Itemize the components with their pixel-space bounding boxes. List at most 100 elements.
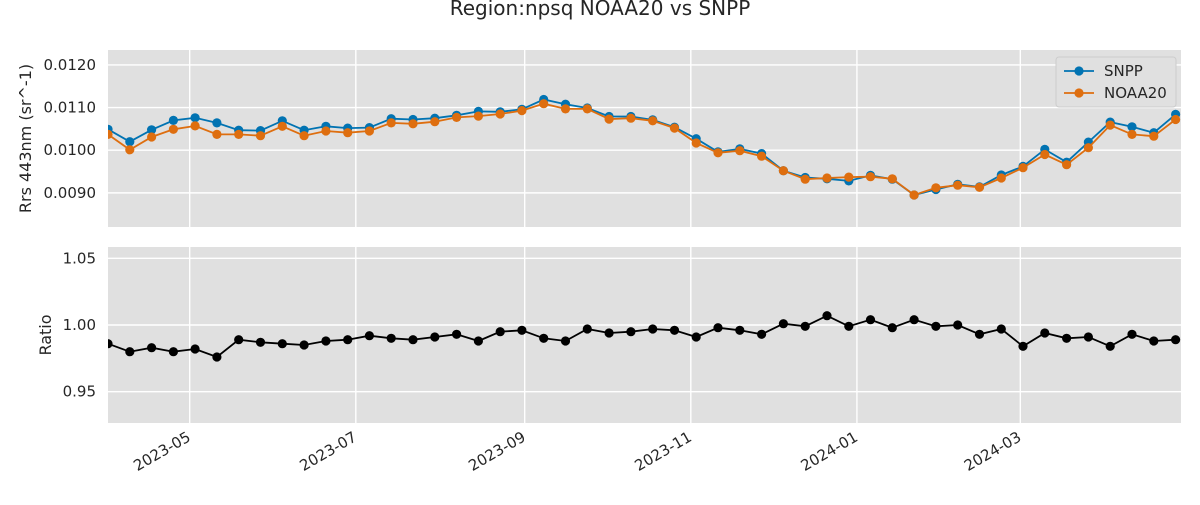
chart-title: Region:npsq NOAA20 vs SNPP	[450, 0, 751, 20]
y-tick-label: 0.0110	[44, 99, 97, 117]
data-point	[887, 323, 897, 333]
data-point	[255, 337, 266, 347]
data-point	[147, 132, 157, 142]
data-point	[190, 113, 200, 123]
legend: SNPP NOAA20	[1055, 56, 1177, 108]
series-group	[108, 311, 1181, 362]
data-point	[626, 327, 636, 337]
data-point	[909, 190, 919, 200]
data-point	[974, 182, 985, 192]
data-point	[299, 131, 309, 141]
data-point	[168, 347, 178, 357]
data-point	[539, 333, 549, 343]
data-point	[669, 325, 680, 335]
data-point	[844, 172, 854, 182]
data-point	[865, 172, 876, 182]
data-point	[1083, 143, 1093, 153]
data-point	[430, 332, 440, 342]
data-point	[582, 324, 592, 334]
y-tick-label: 1.05	[63, 249, 96, 267]
x-tick-label: 2024-01	[798, 428, 861, 475]
data-point	[887, 174, 897, 184]
data-point	[757, 329, 767, 339]
data-point	[234, 129, 244, 139]
data-point	[1149, 336, 1159, 346]
data-point	[234, 335, 244, 345]
data-point	[168, 124, 178, 134]
data-point	[212, 352, 222, 362]
plot-background	[108, 50, 1181, 227]
rrs-panel: 0.0090 0.0100 0.0110 0.0120 Rrs 443nm (sr^-1…	[16, 50, 1181, 227]
data-point	[125, 137, 135, 147]
y-tick-label: 0.0100	[44, 141, 97, 159]
data-point	[168, 115, 178, 125]
data-point	[713, 323, 723, 333]
data-point	[452, 329, 462, 339]
x-tick-label: 2023-07	[297, 428, 360, 475]
y-tick-label: 0.0090	[44, 184, 97, 202]
data-point	[757, 151, 767, 161]
data-point	[735, 325, 745, 335]
data-point	[735, 146, 745, 156]
data-point	[452, 112, 462, 122]
data-point	[108, 339, 113, 349]
data-point	[1062, 333, 1072, 343]
data-point	[190, 121, 200, 131]
data-point	[277, 121, 287, 131]
data-point	[255, 131, 266, 141]
legend-marker	[1074, 66, 1084, 76]
y-tick-label: 1.00	[63, 316, 96, 334]
y-tick-label: 0.95	[63, 383, 96, 401]
plot-background	[108, 247, 1181, 423]
data-point	[669, 123, 680, 133]
data-point	[931, 183, 941, 193]
data-point	[953, 180, 963, 190]
data-point	[996, 324, 1006, 334]
data-point	[1018, 163, 1028, 173]
data-point	[539, 99, 549, 109]
data-point	[125, 347, 135, 357]
data-point	[844, 321, 854, 331]
data-point	[713, 148, 723, 158]
data-point	[822, 311, 832, 321]
data-point	[604, 328, 614, 338]
data-point	[582, 104, 592, 114]
data-point	[364, 126, 374, 136]
x-tick-label: 2023-11	[632, 428, 695, 475]
legend-marker	[1074, 88, 1084, 98]
data-point	[473, 336, 483, 346]
data-point	[190, 344, 200, 354]
data-point	[495, 327, 505, 337]
data-point	[1149, 131, 1159, 141]
data-point	[691, 332, 701, 342]
data-point	[299, 340, 309, 350]
data-point	[495, 109, 505, 119]
data-point	[321, 126, 331, 136]
data-point	[1171, 114, 1181, 125]
data-point	[800, 174, 810, 184]
data-point	[778, 319, 789, 329]
data-point	[212, 129, 222, 139]
data-point	[277, 339, 287, 349]
data-point	[473, 111, 483, 121]
data-point	[822, 173, 832, 183]
data-point	[996, 173, 1006, 183]
data-point	[386, 333, 396, 343]
data-point	[604, 114, 614, 124]
data-point	[974, 329, 985, 339]
data-point	[931, 321, 941, 331]
data-point	[517, 325, 527, 335]
data-point	[560, 336, 571, 346]
data-point	[147, 343, 157, 353]
data-point	[560, 104, 571, 114]
y-tick-label: 0.0120	[44, 56, 97, 74]
data-point	[1127, 129, 1137, 139]
data-point	[1040, 149, 1050, 160]
ratio-panel: 0.95 1.00 1.05 Ratio	[36, 247, 1181, 423]
data-point	[408, 119, 418, 129]
series-group	[108, 94, 1181, 200]
x-tick-label: 2023-05	[130, 428, 193, 475]
data-point	[430, 117, 440, 127]
data-point	[1171, 335, 1181, 345]
